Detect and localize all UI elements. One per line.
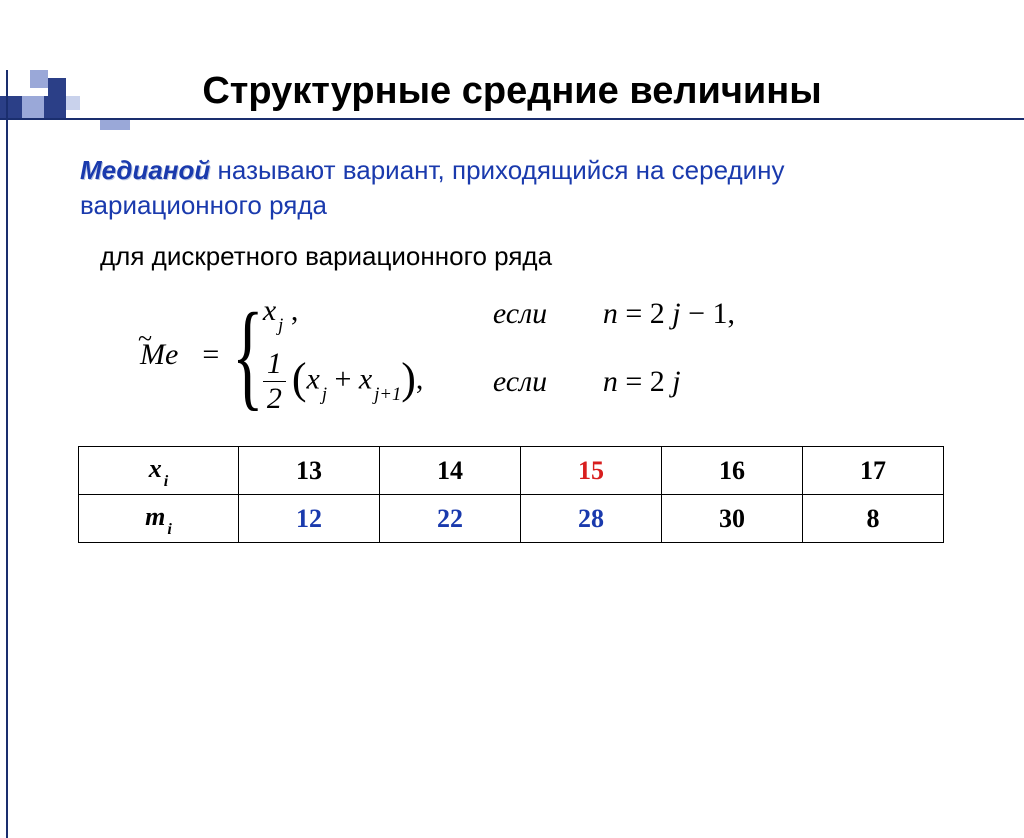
frame-line-vertical (6, 70, 8, 838)
deco-square (66, 96, 80, 110)
deco-square (44, 96, 66, 118)
table-cell-x: 17 (803, 447, 944, 495)
deco-square (48, 78, 66, 96)
case1-expr: xj , (263, 294, 493, 333)
equals-sign: = (202, 338, 219, 372)
case1-condition: n = 2 j − 1, (603, 297, 735, 331)
table-cell-x: 13 (239, 447, 380, 495)
table-cell-x: 16 (662, 447, 803, 495)
formula-cases: xj , если n = 2 j − 1, 1 2 (xj + xj+1), … (263, 294, 735, 416)
deco-square (30, 70, 48, 88)
case-row-1: xj , если n = 2 j − 1, (263, 294, 735, 333)
corner-decoration (0, 70, 140, 130)
case2-if-label: если (493, 365, 603, 399)
case-row-2: 1 2 (xj + xj+1), если n = 2 j (263, 347, 735, 416)
median-formula: ~Me = { xj , если n = 2 j − 1, 1 2 (xj +… (140, 294, 1024, 416)
table-cell-m: 28 (521, 495, 662, 543)
fraction-half: 1 2 (263, 347, 286, 416)
sub-definition: для дискретного вариационного ряда (100, 241, 944, 272)
case2-condition: n = 2 j (603, 365, 681, 399)
case1-if-label: если (493, 297, 603, 331)
definition-term: Медианой (80, 155, 210, 185)
definition-text: Медианой называют вариант, приходящийся … (80, 153, 944, 223)
table-row-m: mi 122228308 (79, 495, 944, 543)
table-cell-m: 30 (662, 495, 803, 543)
deco-square (22, 96, 44, 118)
case2-expr: 1 2 (xj + xj+1), (263, 347, 493, 416)
table-cell-x: 14 (380, 447, 521, 495)
slide-title: Структурные средние величины (0, 70, 1024, 113)
brace-icon: { (232, 307, 264, 403)
frame-line-horizontal (0, 118, 1024, 120)
table-cell-x: 15 (521, 447, 662, 495)
table-cell-m: 8 (803, 495, 944, 543)
table-cell-m: 12 (239, 495, 380, 543)
formula-lhs: ~Me (140, 338, 178, 372)
row-label-m: mi (79, 495, 239, 543)
table-cell-m: 22 (380, 495, 521, 543)
data-table: xi 1314151617 mi 122228308 (78, 446, 944, 543)
table-row-x: xi 1314151617 (79, 447, 944, 495)
row-label-x: xi (79, 447, 239, 495)
deco-square (0, 96, 22, 118)
